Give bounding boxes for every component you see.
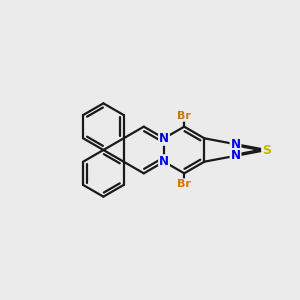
Text: Br: Br	[177, 111, 191, 121]
Text: S: S	[262, 143, 271, 157]
Text: N: N	[159, 155, 169, 168]
Text: N: N	[230, 138, 241, 151]
Text: N: N	[159, 132, 169, 145]
Text: Br: Br	[177, 179, 191, 189]
Text: N: N	[230, 149, 241, 162]
